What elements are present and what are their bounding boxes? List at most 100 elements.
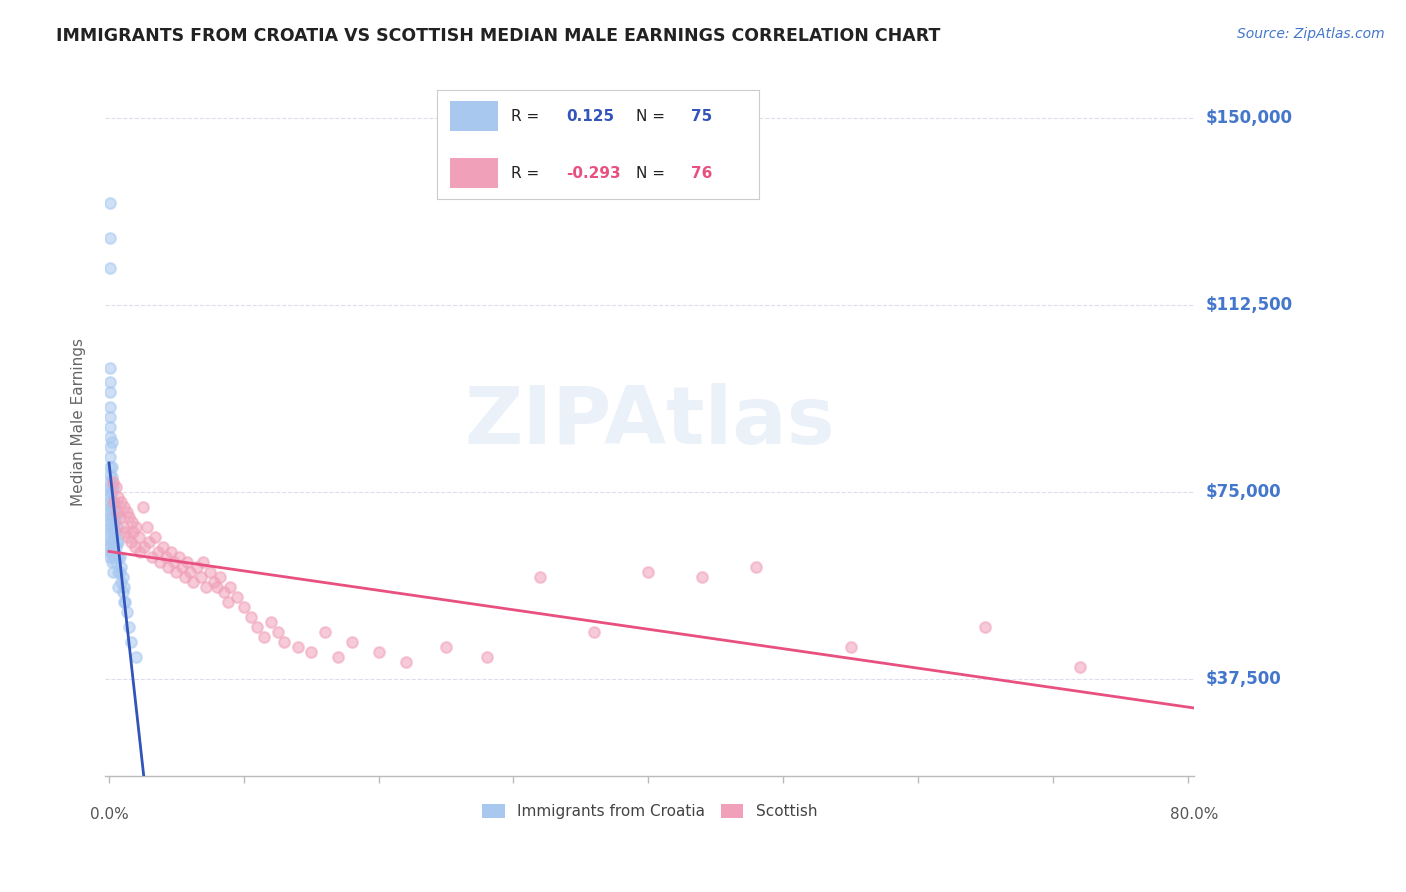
- Point: [217, 595, 239, 609]
- Point: [100, 196, 122, 211]
- Point: [745, 560, 768, 574]
- Point: [107, 565, 129, 579]
- Point: [100, 385, 122, 400]
- Point: [181, 574, 204, 589]
- Legend: Immigrants from Croatia, Scottish: Immigrants from Croatia, Scottish: [477, 797, 824, 825]
- Point: [118, 620, 141, 634]
- Point: [100, 485, 122, 500]
- Point: [637, 565, 659, 579]
- Point: [395, 655, 418, 669]
- Text: 0.0%: 0.0%: [90, 806, 128, 822]
- Point: [100, 450, 122, 465]
- Point: [198, 565, 221, 579]
- Point: [128, 530, 150, 544]
- Point: [100, 530, 122, 544]
- Point: [160, 545, 183, 559]
- Point: [434, 640, 457, 654]
- Point: [132, 500, 155, 514]
- Point: [100, 260, 122, 275]
- Point: [260, 615, 283, 629]
- Point: [100, 540, 122, 554]
- Point: [120, 535, 142, 549]
- Point: [103, 545, 125, 559]
- Text: ZIPAtlas: ZIPAtlas: [464, 384, 835, 461]
- Point: [100, 480, 122, 494]
- Point: [100, 535, 122, 549]
- Point: [104, 510, 127, 524]
- Point: [111, 520, 134, 534]
- Point: [129, 545, 152, 559]
- Point: [100, 545, 122, 559]
- Point: [287, 640, 309, 654]
- Point: [163, 555, 186, 569]
- Point: [125, 520, 148, 534]
- Point: [103, 515, 125, 529]
- Point: [100, 515, 122, 529]
- Text: $75,000: $75,000: [1205, 483, 1281, 501]
- Point: [176, 555, 198, 569]
- Point: [107, 549, 129, 564]
- Point: [105, 535, 128, 549]
- Point: [104, 524, 127, 539]
- Point: [100, 500, 122, 514]
- Point: [100, 475, 122, 490]
- Point: [100, 231, 122, 245]
- Point: [104, 480, 127, 494]
- Point: [108, 549, 131, 564]
- Point: [226, 590, 249, 604]
- Point: [152, 540, 174, 554]
- Point: [839, 640, 862, 654]
- Point: [475, 649, 498, 664]
- Text: 80.0%: 80.0%: [1170, 806, 1219, 822]
- Point: [149, 555, 172, 569]
- Text: Source: ZipAtlas.com: Source: ZipAtlas.com: [1237, 27, 1385, 41]
- Point: [125, 649, 148, 664]
- Point: [101, 495, 124, 509]
- Point: [111, 584, 134, 599]
- Point: [202, 574, 225, 589]
- Point: [170, 560, 193, 574]
- Point: [112, 595, 135, 609]
- Point: [104, 555, 127, 569]
- Point: [121, 515, 143, 529]
- Point: [100, 545, 122, 559]
- Point: [974, 620, 997, 634]
- Point: [100, 510, 122, 524]
- Point: [101, 475, 124, 490]
- Text: $37,500: $37,500: [1205, 670, 1281, 688]
- Point: [101, 549, 124, 564]
- Point: [110, 495, 132, 509]
- Point: [1069, 659, 1091, 673]
- Point: [108, 510, 131, 524]
- Point: [155, 549, 177, 564]
- Point: [100, 440, 122, 454]
- Point: [212, 584, 235, 599]
- Point: [186, 560, 208, 574]
- Point: [100, 410, 122, 425]
- Point: [100, 460, 122, 475]
- Point: [146, 545, 169, 559]
- Point: [100, 555, 122, 569]
- Point: [115, 605, 138, 619]
- Point: [104, 540, 127, 554]
- Point: [314, 624, 336, 639]
- Point: [173, 570, 195, 584]
- Point: [112, 500, 135, 514]
- Point: [100, 376, 122, 390]
- Point: [110, 574, 132, 589]
- Point: [100, 549, 122, 564]
- Point: [100, 360, 122, 375]
- Point: [122, 524, 145, 539]
- Point: [266, 624, 288, 639]
- Point: [107, 580, 129, 594]
- Point: [108, 565, 131, 579]
- Point: [100, 505, 122, 519]
- Point: [101, 524, 124, 539]
- Point: [100, 485, 122, 500]
- Point: [114, 595, 136, 609]
- Point: [100, 430, 122, 444]
- Point: [101, 565, 124, 579]
- Point: [107, 490, 129, 504]
- Point: [208, 570, 231, 584]
- Point: [111, 570, 134, 584]
